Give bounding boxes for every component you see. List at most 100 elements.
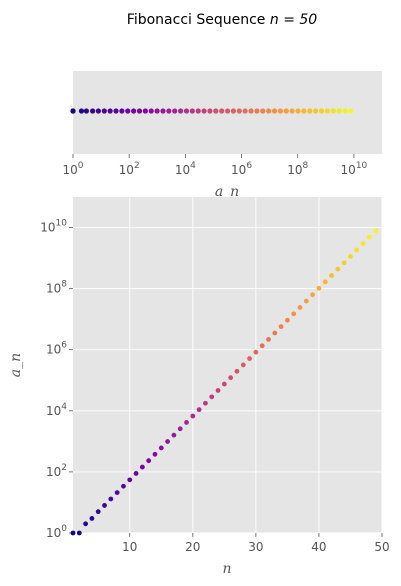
scatter-point	[297, 305, 303, 310]
x-tick-label: 20	[185, 540, 200, 554]
strip-point	[207, 108, 213, 114]
scatter-point	[177, 426, 183, 432]
strip-point	[136, 108, 143, 114]
top-x-tick-label: 1010	[341, 161, 368, 177]
strip-point	[78, 108, 85, 114]
y-tick-label: 100	[46, 524, 67, 540]
strip-point	[248, 108, 254, 114]
scatter-point	[196, 407, 202, 413]
main-grid	[73, 197, 383, 534]
strip-point	[219, 108, 225, 114]
y-tick-label: 1010	[40, 219, 67, 235]
strip-point	[313, 108, 319, 114]
strip-point	[348, 108, 354, 114]
scatter-point	[341, 260, 347, 266]
strip-point	[101, 108, 107, 114]
scatter-point	[335, 266, 341, 272]
strip-point	[148, 108, 154, 114]
x-tick-label: 30	[248, 540, 263, 554]
y-tick-label: 104	[46, 402, 67, 418]
scatter-point	[285, 317, 290, 323]
strip-point	[189, 108, 195, 114]
top-x-axis: 100 102 104 106 108 1010	[62, 154, 368, 177]
strip-point	[90, 108, 96, 114]
strip-point	[131, 108, 137, 114]
strip-point	[160, 108, 166, 114]
strip-point	[289, 108, 295, 114]
strip-point	[236, 108, 242, 114]
scatter-point	[83, 521, 89, 527]
strip-point	[154, 108, 160, 114]
strip-point	[260, 108, 266, 114]
strip-point	[277, 108, 283, 114]
strip-point	[301, 108, 307, 114]
strip-point	[230, 108, 237, 114]
top-x-axis-label-text: a_n	[215, 184, 239, 200]
strip-point	[213, 108, 219, 114]
scatter-point	[95, 509, 101, 515]
scatter-point	[190, 413, 196, 419]
strip-point	[70, 108, 76, 114]
strip-point	[177, 108, 184, 114]
scatter-point	[360, 241, 366, 247]
scatter-point	[121, 483, 126, 489]
strip-point	[83, 108, 90, 114]
top-x-tick-label: 100	[62, 161, 83, 177]
scatter-point	[278, 324, 284, 330]
scatter-point	[102, 503, 107, 508]
strip-point	[166, 108, 172, 114]
top-x-tick-label: 108	[287, 161, 308, 177]
scatter-point	[247, 356, 252, 361]
top-x-tick-label: 104	[175, 161, 196, 177]
scatter-point	[354, 247, 360, 253]
scatter-point	[366, 234, 372, 240]
chart-title: Fibonacci Sequence n = 50	[127, 12, 317, 28]
x-tick-label: 10	[122, 540, 137, 554]
strip-point	[107, 108, 113, 114]
scatter-point	[203, 400, 208, 406]
scatter-point	[348, 254, 353, 259]
scatter-point	[316, 285, 322, 291]
scatter-point	[253, 349, 259, 355]
strip-point	[330, 108, 336, 114]
strip-point	[266, 108, 272, 114]
strip-point	[95, 108, 101, 114]
main-axes-ticks: 10 20 30 40 50 100 102 104 106 108 1010	[40, 219, 389, 554]
scatter-point	[322, 279, 328, 285]
scatter-point	[373, 228, 379, 234]
scatter-point	[184, 419, 189, 425]
strip-point	[295, 108, 301, 114]
main-x-axis-label: n	[222, 561, 231, 577]
strip-point	[125, 108, 131, 114]
strip-point	[271, 108, 278, 114]
top-x-tick-label: 102	[119, 161, 140, 177]
strip-point	[336, 108, 342, 114]
scatter-point	[127, 477, 133, 483]
scatter-point	[158, 445, 164, 451]
main-scatter-points	[70, 228, 379, 536]
scatter-point	[165, 439, 170, 444]
scatter-point	[146, 458, 152, 464]
strip-point	[307, 108, 313, 114]
scatter-point	[89, 516, 95, 521]
scatter-point	[76, 530, 82, 536]
scatter-point	[310, 292, 316, 298]
scatter-point	[329, 273, 334, 278]
scatter-point	[215, 388, 221, 393]
scatter-point	[171, 432, 177, 438]
strip-point	[142, 108, 148, 114]
main-panel-background	[73, 197, 382, 533]
scatter-point	[152, 451, 158, 457]
x-tick-label: 40	[311, 540, 326, 554]
scatter-point	[228, 375, 234, 381]
top-x-axis-label: a_n	[215, 184, 239, 200]
y-tick-label: 102	[46, 463, 67, 479]
scatter-point	[221, 381, 227, 387]
strip-point	[342, 108, 348, 114]
main-scatter-panel: 10 20 30 40 50 100 102 104 106 108 1010 n a_n	[8, 197, 390, 577]
main-y-axis-label: a_n	[8, 353, 24, 377]
top-x-tick-label: 106	[231, 161, 252, 177]
scatter-point	[209, 394, 215, 400]
scatter-point	[139, 464, 145, 470]
